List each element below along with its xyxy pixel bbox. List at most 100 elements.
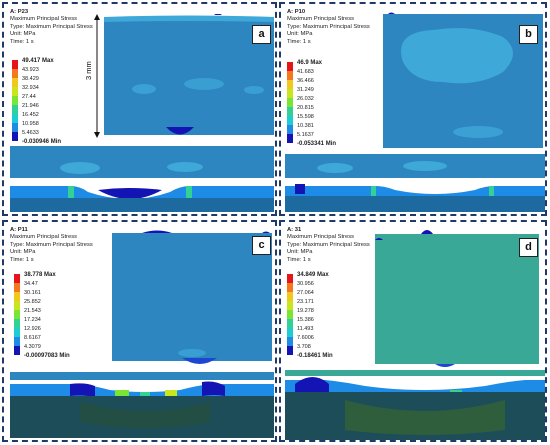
panel-b: A: P10 Maximum Principal Stress Type: Ma… xyxy=(279,2,547,216)
legend-swatch xyxy=(287,89,293,98)
legend-swatch xyxy=(287,116,293,125)
legend-header: A: P11 Maximum Principal Stress Type: Ma… xyxy=(10,227,93,264)
result-name: Maximum Principal Stress xyxy=(287,234,355,241)
legend-min: -0.18461 Min xyxy=(297,353,333,359)
result-type: Type: Maximum Principal Stress xyxy=(10,241,93,248)
legend-swatch xyxy=(14,292,20,301)
stress-top-view xyxy=(112,230,272,364)
legend-swatch xyxy=(287,71,293,80)
legend-level: 34.47 xyxy=(24,281,38,287)
result-type: Type: Maximum Principal Stress xyxy=(287,23,370,30)
legend-level: 10.381 xyxy=(297,123,314,129)
legend-max: 38.778 Max xyxy=(24,272,56,278)
legend-swatch xyxy=(287,310,293,319)
result-name: Maximum Principal Stress xyxy=(10,16,78,23)
result-title: A: P10 xyxy=(287,9,306,15)
legend-swatch xyxy=(14,310,20,319)
result-title: A: P23 xyxy=(10,9,29,15)
legend-header: A: 31 Maximum Principal Stress Type: Max… xyxy=(287,227,370,264)
legend-level: 30.956 xyxy=(297,281,314,287)
legend-swatch xyxy=(12,132,18,141)
legend-swatch xyxy=(14,319,20,328)
result-unit: Unit: MPa xyxy=(10,31,36,38)
legend-swatch xyxy=(14,301,20,310)
legend-swatch xyxy=(287,274,293,283)
legend-swatch xyxy=(12,69,18,78)
legend-level: 11.493 xyxy=(297,326,314,332)
legend-swatch xyxy=(12,87,18,96)
legend-swatch xyxy=(12,123,18,132)
legend-level: 26.032 xyxy=(297,96,314,102)
legend-swatch xyxy=(287,107,293,116)
legend-swatch xyxy=(287,125,293,134)
legend-header: A: P10 Maximum Principal Stress Type: Ma… xyxy=(287,9,370,46)
panel-letter: c xyxy=(252,236,271,255)
legend-swatch xyxy=(14,346,20,355)
legend-swatch xyxy=(287,62,293,71)
panel-letter: a xyxy=(252,25,271,44)
legend-level: 5.1637 xyxy=(297,132,314,138)
result-unit: Unit: MPa xyxy=(10,249,36,256)
legend-level: 3.708 xyxy=(297,344,311,350)
result-type: Type: Maximum Principal Stress xyxy=(287,241,370,248)
legend-min: -0.00097083 Min xyxy=(24,353,70,359)
result-time: Time: 1 s xyxy=(287,256,311,263)
stress-top-view xyxy=(383,12,543,148)
result-name: Maximum Principal Stress xyxy=(287,16,355,23)
legend-swatch xyxy=(12,78,18,87)
legend-swatch xyxy=(287,283,293,292)
legend-swatch xyxy=(287,98,293,107)
dimension-label: 3 mm xyxy=(84,61,93,80)
legend-min: -0.053341 Min xyxy=(297,141,337,147)
legend-level: 27.064 xyxy=(297,290,314,296)
panel-d: A: 31 Maximum Principal Stress Type: Max… xyxy=(279,220,547,442)
legend-swatch xyxy=(12,105,18,114)
legend-swatch xyxy=(14,283,20,292)
legend-swatch xyxy=(287,134,293,143)
result-name: Maximum Principal Stress xyxy=(10,234,78,241)
stress-top-view xyxy=(104,14,274,135)
legend-swatch xyxy=(287,328,293,337)
stress-top-view xyxy=(375,230,539,367)
legend-level: 5.4633 xyxy=(22,130,39,136)
legend-swatch xyxy=(14,337,20,346)
legend-swatch xyxy=(12,60,18,69)
stress-cross-section xyxy=(10,146,274,212)
legend-level: 15.386 xyxy=(297,317,314,323)
legend-level: 41.683 xyxy=(297,69,314,75)
legend-level: 31.249 xyxy=(297,87,314,93)
legend-level: 21.946 xyxy=(22,103,39,109)
legend-level: 30.161 xyxy=(24,290,41,296)
legend-max: 46.9 Max xyxy=(297,60,323,66)
result-title: A: 31 xyxy=(287,227,302,233)
legend-level: 27.44 xyxy=(22,94,36,100)
legend-level: 10.958 xyxy=(22,121,39,127)
panel-c: A: P11 Maximum Principal Stress Type: Ma… xyxy=(2,220,277,442)
result-title: A: P11 xyxy=(10,227,28,233)
panel-a: A: P23 Maximum Principal Stress Type: Ma… xyxy=(2,2,277,216)
legend-level: 17.234 xyxy=(24,317,41,323)
legend-level: 38.429 xyxy=(22,76,39,82)
legend-swatch xyxy=(14,274,20,283)
stress-cross-section xyxy=(10,372,274,438)
result-time: Time: 1 s xyxy=(10,256,34,263)
legend-level: 32.934 xyxy=(22,85,39,91)
legend-max: 34.849 Max xyxy=(297,272,329,278)
legend-level: 23.171 xyxy=(297,299,314,305)
legend-level: 16.452 xyxy=(22,112,39,118)
legend-level: 36.466 xyxy=(297,78,314,84)
legend-level: 8.6167 xyxy=(24,335,41,341)
panel-letter: d xyxy=(519,238,538,257)
legend-swatch xyxy=(287,319,293,328)
result-time: Time: 1 s xyxy=(287,38,311,45)
legend-swatch xyxy=(14,328,20,337)
legend-level: 43.923 xyxy=(22,67,39,73)
legend-level: 4.3079 xyxy=(24,344,41,350)
legend-level: 25.852 xyxy=(24,299,41,305)
stress-cross-section xyxy=(285,154,545,212)
stress-cross-section xyxy=(285,370,545,440)
legend-swatch xyxy=(287,337,293,346)
dimension-arrow xyxy=(94,14,100,138)
legend-swatch xyxy=(287,301,293,310)
legend-min: -0.030946 Min xyxy=(22,139,62,145)
